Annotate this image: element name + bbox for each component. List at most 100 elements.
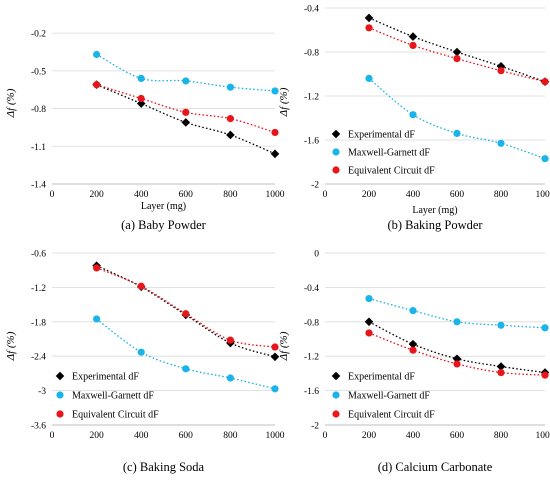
maxwell-garnett-point (365, 74, 373, 82)
chart-panel-2: -0.4 -0.8 -1.2 -1.6 -2 0 200 400 600 800 1000 Δf (%… (278, 5, 550, 233)
y-tick-label: -1.2 (31, 284, 46, 294)
equivalent-circuit-trendline (96, 267, 276, 348)
maxwell-garnett-trendline (368, 297, 546, 329)
equivalent-circuit-point (271, 343, 279, 351)
x-tick-label: 1000 (536, 431, 550, 441)
experimental-point (452, 354, 462, 364)
equivalent-circuit-legend-label: Equivalent Circuit dF (348, 166, 435, 177)
equivalent-circuit-point (137, 282, 145, 290)
maxwell-garnett-legend-marker (56, 391, 64, 399)
maxwell-garnett-point (453, 318, 461, 326)
experimental-point (408, 32, 418, 41)
x-tick-label: 800 (223, 431, 238, 441)
x-axis-label: Layer (mg) (141, 201, 186, 212)
x-tick-label: 1000 (266, 431, 285, 441)
experimental-legend-marker (331, 371, 341, 381)
y-tick-label: -3.6 (31, 422, 46, 432)
x-tick-label: 400 (406, 431, 421, 441)
y-tick-label: -0.4 (304, 284, 319, 294)
y-tick-label: -0.6 (31, 250, 46, 260)
panel-caption: (a) Baby Powder (121, 218, 207, 232)
maxwell-garnett-point (93, 50, 101, 59)
experimental-legend-label: Experimental dF (72, 372, 139, 383)
x-tick-label: 0 (50, 190, 55, 200)
maxwell-garnett-point (497, 321, 505, 329)
experimental-legend-label: Experimental dF (348, 372, 415, 383)
x-tick-label: 400 (134, 190, 149, 200)
equivalent-circuit-legend-label: Equivalent Circuit dF (348, 410, 435, 421)
y-axis-label: Δf (%) (5, 331, 17, 361)
equivalent-circuit-legend-label: Equivalent Circuit dF (72, 410, 159, 421)
x-tick-label: 600 (179, 431, 194, 441)
y-tick-label: -0.4 (304, 5, 319, 15)
maxwell-garnett-trendline (368, 77, 546, 160)
equivalent-circuit-point (271, 128, 279, 137)
x-tick-label: 200 (89, 190, 104, 200)
maxwell-garnett-point (453, 129, 461, 137)
y-tick-label: -0.2 (31, 30, 46, 40)
chart-panel-3: -0.6 -1.2 -1.8 -2.4 -3 -3.6 0 200 400 600 800 1000 Δ… (5, 250, 285, 475)
y-axis-label: Δf (%) (278, 331, 290, 361)
x-tick-label: 600 (179, 190, 194, 200)
x-tick-label: 800 (494, 431, 509, 441)
panel-caption: (d) Calcium Carbonate (378, 460, 493, 474)
equivalent-circuit-point (182, 108, 190, 116)
equivalent-circuit-trendline (368, 332, 546, 376)
y-tick-label: -0.8 (304, 318, 319, 328)
y-tick-label: -1.2 (304, 93, 319, 103)
equivalent-circuit-point (182, 310, 190, 318)
y-axis-label: Δf (%) (278, 87, 290, 117)
equivalent-circuit-point (497, 368, 505, 377)
equivalent-circuit-point (226, 336, 234, 344)
experimental-point (136, 99, 146, 108)
experimental-point (270, 149, 280, 159)
panel-caption: (c) Baking Soda (123, 460, 205, 474)
x-tick-label: 200 (362, 190, 377, 200)
x-tick-label: 1000 (266, 190, 285, 200)
equivalent-circuit-point (365, 329, 373, 337)
x-tick-label: 600 (450, 431, 465, 441)
y-tick-label: -2.4 (31, 353, 46, 363)
experimental-point (496, 362, 506, 371)
maxwell-garnett-point (497, 139, 505, 147)
y-tick-label: -2 (311, 181, 319, 191)
maxwell-garnett-point (182, 365, 190, 373)
maxwell-garnett-point (226, 374, 234, 382)
y-tick-label: -1.6 (304, 137, 319, 147)
x-tick-label: 0 (323, 431, 328, 441)
maxwell-garnett-point (271, 87, 279, 95)
maxwell-garnett-point (182, 77, 190, 85)
experimental-point (408, 339, 418, 349)
experimental-point (452, 47, 462, 57)
x-tick-label: 800 (494, 190, 509, 200)
maxwell-garnett-point (137, 74, 145, 82)
equivalent-circuit-point (365, 24, 373, 32)
maxwell-garnett-point (271, 385, 279, 393)
experimental-point (181, 118, 191, 127)
equivalent-circuit-point (409, 346, 417, 354)
equivalent-circuit-point (226, 115, 234, 123)
experimental-point (364, 13, 374, 23)
maxwell-garnett-point (93, 315, 101, 323)
equivalent-circuit-point (137, 94, 145, 103)
x-tick-label: 0 (50, 431, 55, 441)
maxwell-garnett-point (226, 83, 234, 91)
chart-panel-1: -0.2 -0.5 -0.8 -1.1 -1.4 0 200 400 600 800 1000 Δf … (5, 30, 285, 232)
chart-panel-4: 0 -0.4 -0.8 -1.2 -1.6 -2 0 200 400 600 800 1000 Δf (… (278, 250, 550, 475)
equivalent-circuit-legend-marker (332, 410, 340, 418)
experimental-legend-marker (331, 129, 341, 139)
equivalent-circuit-point (541, 371, 549, 379)
x-tick-label: 0 (323, 190, 328, 200)
equivalent-circuit-point (93, 81, 101, 89)
panel-caption: (b) Baking Powder (387, 218, 483, 232)
y-tick-label: -1.1 (31, 143, 46, 153)
maxwell-garnett-point (365, 294, 373, 303)
equivalent-circuit-point (453, 360, 461, 368)
equivalent-circuit-point (541, 78, 549, 86)
maxwell-garnett-legend-marker (332, 148, 340, 156)
x-tick-label: 200 (362, 431, 377, 441)
experimental-legend-label: Experimental dF (348, 130, 415, 141)
y-tick-label: -0.5 (31, 67, 46, 77)
y-tick-label: -1.8 (31, 318, 46, 328)
